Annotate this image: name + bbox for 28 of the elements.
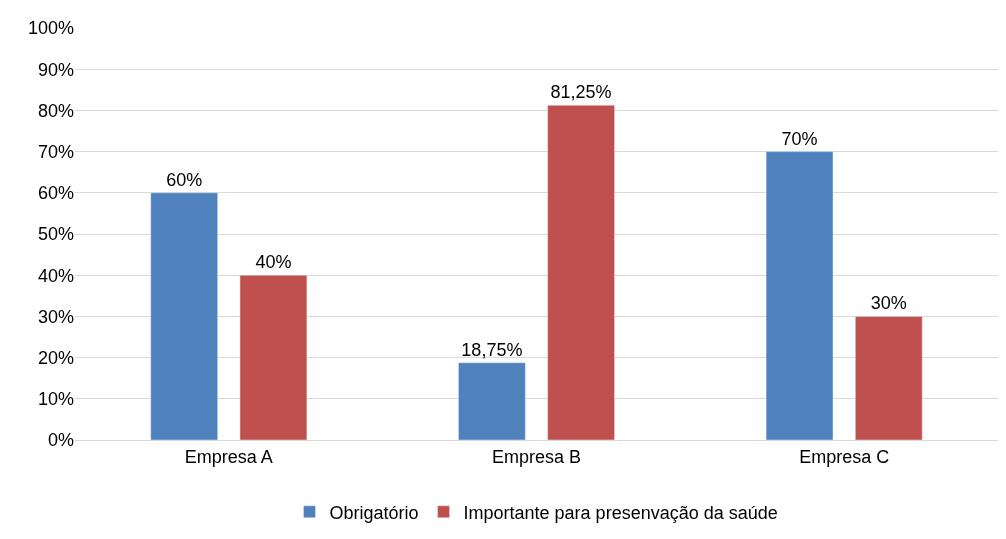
y-tick-label: 90% — [37, 59, 74, 80]
data-label: 18,75% — [461, 339, 523, 360]
x-tick-label: Empresa B — [491, 446, 582, 467]
data-label: 60% — [166, 169, 203, 190]
data-label: 30% — [870, 293, 907, 314]
bar — [239, 274, 308, 440]
y-tick-label: 80% — [37, 100, 74, 121]
y-tick-label: 10% — [37, 389, 74, 410]
bar — [547, 105, 615, 440]
y-tick-label: 0% — [47, 430, 74, 451]
legend-label: Importante para presenvação da saúde — [463, 502, 778, 523]
y-tick-label: 70% — [37, 141, 74, 162]
y-tick-label: 60% — [37, 183, 74, 204]
data-label: 40% — [255, 252, 292, 273]
x-tick-label: Empresa A — [184, 446, 273, 467]
y-tick-label: 40% — [37, 265, 74, 286]
bar — [458, 362, 526, 440]
y-tick-label: 100% — [27, 18, 74, 39]
legend-label: Obrigatório — [329, 502, 419, 523]
data-label: 70% — [781, 128, 818, 149]
y-tick-label: 20% — [37, 347, 74, 368]
y-tick-label: 50% — [37, 224, 74, 245]
y-tick-label: 30% — [37, 306, 74, 327]
data-label: 81,25% — [550, 82, 612, 103]
x-tick-label: Empresa C — [799, 446, 890, 467]
bar — [765, 151, 834, 440]
bar — [150, 192, 218, 440]
bar — [855, 316, 923, 440]
